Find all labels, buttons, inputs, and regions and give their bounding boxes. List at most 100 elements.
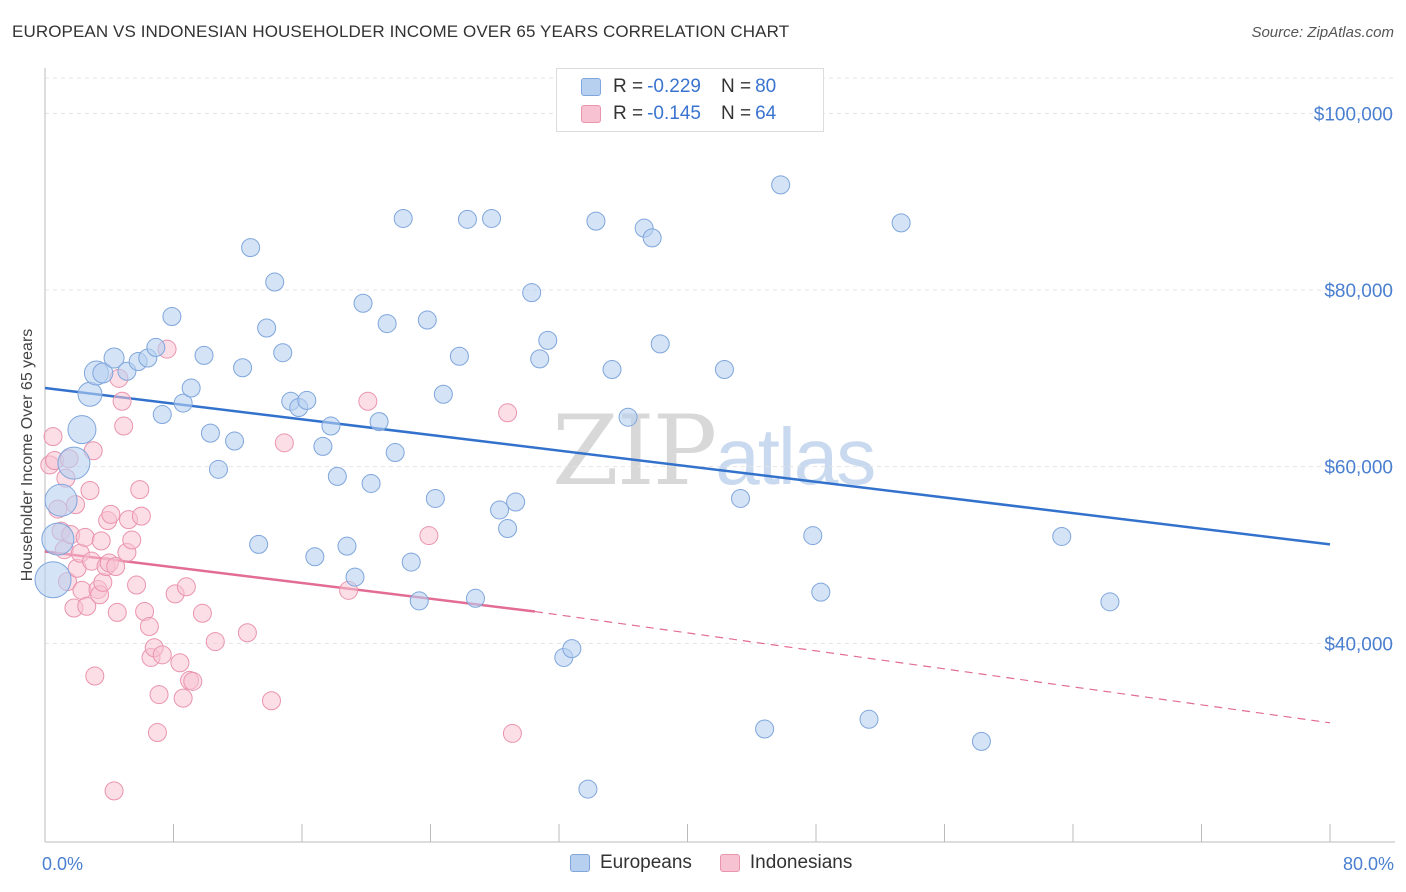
europeans-point — [194, 345, 214, 365]
europeans-point — [327, 466, 347, 486]
indonesians-point — [130, 480, 150, 500]
europeans-point — [353, 293, 373, 313]
indonesians-point — [147, 723, 167, 743]
europeans-legend-label: Europeans — [600, 852, 692, 873]
chart-source: Source: ZipAtlas.com — [1251, 24, 1394, 41]
legend-row-indonesians: R = -0.145 N = 64 — [581, 101, 776, 127]
indonesians-points — [40, 339, 522, 801]
legend-n-value: 64 — [755, 103, 777, 124]
indonesians-point — [80, 481, 100, 501]
europeans-point — [530, 349, 550, 369]
indonesians-point — [91, 531, 111, 551]
indonesians-point — [131, 506, 151, 526]
indonesians-point — [106, 556, 126, 576]
europeans-point — [369, 412, 389, 432]
indonesians-point — [274, 433, 294, 453]
europeans-point — [803, 526, 823, 546]
europeans-point — [538, 330, 558, 350]
indonesians-point — [176, 577, 196, 597]
europeans-point — [313, 436, 333, 456]
legend-r-label: R = — [613, 76, 644, 97]
europeans-point — [731, 488, 751, 508]
europeans-point — [305, 547, 325, 567]
europeans-point — [345, 567, 365, 587]
indonesians-point — [75, 527, 95, 547]
europeans-point — [41, 522, 75, 556]
indonesians-point — [170, 653, 190, 673]
legend-item-europeans[interactable]: Europeans — [570, 852, 692, 874]
indonesians-point — [101, 504, 121, 524]
europeans-point — [498, 519, 518, 538]
europeans-point — [506, 492, 526, 512]
europeans-point — [361, 473, 381, 493]
europeans-point — [714, 360, 734, 379]
europeans-point — [44, 483, 78, 517]
europeans-point — [92, 362, 114, 384]
europeans-point — [859, 709, 879, 729]
legend-n-label: N = — [720, 76, 752, 97]
legend-n-label: N = — [720, 103, 752, 124]
europeans-point — [393, 208, 413, 228]
europeans-point — [34, 561, 72, 599]
legend-row-europeans: R = -0.229 N = 80 — [581, 74, 776, 100]
europeans-point — [385, 443, 405, 463]
legend-item-indonesians[interactable]: Indonesians — [719, 852, 853, 874]
europeans-point — [225, 431, 245, 451]
europeans-point — [971, 731, 991, 751]
indonesians-point — [205, 632, 225, 652]
europeans-point — [297, 390, 317, 410]
europeans-swatch — [581, 78, 601, 96]
europeans-point — [417, 310, 437, 330]
europeans-point — [241, 238, 261, 258]
indonesians-point — [43, 427, 63, 447]
series-legend: Europeans Indonesians — [570, 852, 880, 874]
x-tick-label-max: 80.0% — [1343, 854, 1394, 874]
y-tick-label: $80,000 — [1324, 281, 1393, 302]
europeans-legend-swatch — [570, 854, 590, 872]
europeans-point — [265, 272, 285, 292]
europeans-point — [562, 639, 582, 659]
indonesians-point — [85, 666, 105, 686]
europeans-points — [34, 175, 1120, 799]
europeans-point — [200, 423, 220, 443]
indonesians-point — [127, 575, 147, 595]
europeans-point — [321, 416, 341, 436]
correlation-legend: R = -0.229 N = 80 R = -0.145 N = 64 — [556, 68, 824, 132]
y-tick-label: $60,000 — [1324, 458, 1393, 479]
europeans-point — [208, 459, 228, 479]
indonesians-trend-extension — [534, 610, 1331, 724]
europeans-point — [578, 779, 598, 799]
europeans-point — [433, 384, 453, 404]
europeans-point — [162, 307, 182, 326]
europeans-point — [602, 360, 622, 379]
chart-title: EUROPEAN VS INDONESIAN HOUSEHOLDER INCOM… — [12, 22, 790, 41]
europeans-point — [67, 415, 97, 445]
indonesians-point — [173, 688, 193, 708]
indonesians-point — [261, 691, 281, 711]
indonesians-legend-label: Indonesians — [749, 852, 853, 873]
europeans-point — [457, 209, 477, 229]
indonesians-point — [77, 596, 97, 616]
y-tick-label: $40,000 — [1324, 634, 1393, 655]
indonesians-point — [358, 391, 378, 411]
europeans-point — [465, 588, 485, 608]
europeans-point — [181, 378, 201, 398]
legend-r-label: R = — [613, 103, 644, 124]
indonesians-point — [183, 671, 203, 691]
europeans-point — [173, 393, 193, 413]
indonesians-point — [93, 572, 113, 592]
europeans-point — [771, 175, 791, 195]
indonesians-swatch — [581, 105, 601, 123]
indonesians-point — [72, 580, 92, 600]
europeans-point — [482, 208, 502, 228]
europeans-point — [618, 407, 638, 427]
europeans-point — [257, 318, 277, 338]
europeans-point — [77, 381, 103, 407]
europeans-point — [377, 314, 397, 334]
indonesians-point — [122, 530, 142, 550]
indonesians-point — [152, 645, 172, 665]
europeans-point — [409, 591, 429, 611]
indonesians-point — [139, 617, 159, 637]
europeans-point — [273, 343, 293, 363]
europeans-point — [57, 446, 91, 480]
